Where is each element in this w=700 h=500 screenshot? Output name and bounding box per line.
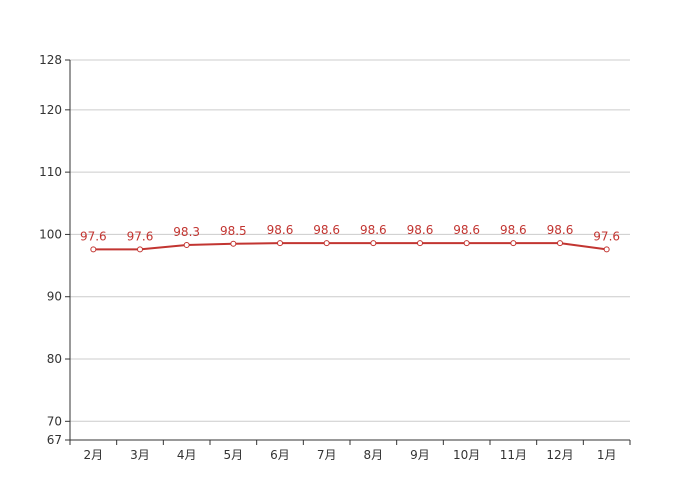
data-point [277,240,283,247]
data-point [417,240,423,247]
data-label: 98.6 [453,223,480,237]
data-label: 98.6 [360,223,387,237]
data-point [557,240,563,247]
y-tick-label: 80 [47,352,62,366]
y-tick-label: 70 [47,414,62,428]
data-point [463,240,470,247]
data-point [90,246,97,253]
data-label: 98.6 [500,223,527,237]
x-tick-label: 8月 [364,448,384,462]
data-label: 97.6 [593,229,620,243]
data-point [230,240,237,247]
data-label: 98.6 [267,223,294,237]
y-tick-label: 120 [39,103,62,117]
data-point [603,246,610,253]
x-tick-label: 7月 [317,448,337,462]
data-labels: 97.6 97.6 98.3 98.5 98.6 98.6 98.6 98.6 98.6 98.6… [80,223,620,243]
x-tick-label: 11月 [500,448,527,462]
y-tick-label: 128 [39,53,62,67]
x-axis: 2月 3月 4月 5月 6月 7月 8月 9月 10月 11月 12月 1月 [69,439,631,462]
data-point [510,240,517,247]
x-tick-label: 2月 [84,448,104,462]
y-tick-label: 90 [47,290,62,304]
y-tick-label: 100 [39,227,62,241]
data-point [370,240,377,247]
x-tick-label: 10月 [453,448,480,462]
data-label: 98.6 [547,223,574,237]
data-label: 97.6 [127,229,154,243]
series-line [93,242,607,251]
data-label: 98.6 [313,223,340,237]
data-label: 98.5 [220,224,247,238]
data-point [323,240,330,247]
x-tick-label: 3月 [130,448,150,462]
gridlines [70,59,630,422]
data-label: 97.6 [80,229,107,243]
y-axis: 67 70 80 90 100 110 120 128 [39,53,71,447]
data-point [183,242,190,249]
x-tick-label: 9月 [410,448,430,462]
x-tick-label: 5月 [224,448,244,462]
y-tick-label: 110 [39,165,62,179]
series-group [90,240,610,253]
data-label: 98.3 [173,225,200,239]
x-tick-label: 12月 [546,448,573,462]
x-tick-label: 6月 [270,448,290,462]
x-tick-label: 4月 [177,448,197,462]
data-point [137,246,143,253]
y-tick-label: 67 [47,433,62,447]
data-label: 98.6 [407,223,434,237]
x-tick-label: 1月 [597,448,617,462]
